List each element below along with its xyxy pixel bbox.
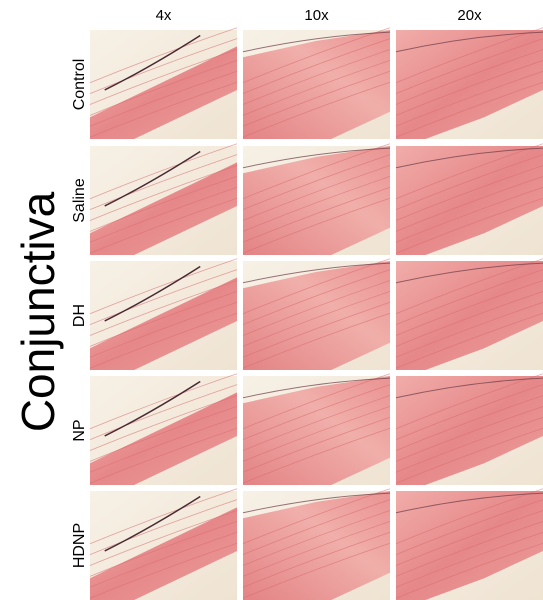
figure: Conjunctiva 4x 10x 20x Control Saline DH NP HDN… xyxy=(0,0,543,600)
micrograph xyxy=(243,489,390,600)
micrograph xyxy=(396,144,543,255)
row-label: NP xyxy=(71,419,88,441)
column-header: 20x xyxy=(457,7,482,24)
micrograph xyxy=(90,489,237,600)
micrograph xyxy=(396,374,543,485)
micrograph xyxy=(396,259,543,370)
micrograph xyxy=(396,489,543,600)
micrograph xyxy=(243,144,390,255)
figure-title: Conjunctiva xyxy=(12,191,64,432)
row-label: DH xyxy=(71,304,88,327)
column-header: 10x xyxy=(304,7,329,24)
row-label: Saline xyxy=(71,178,88,223)
row-label: HDNP xyxy=(71,523,88,568)
row-label: Control xyxy=(71,59,88,111)
micrograph xyxy=(243,374,390,485)
micrograph xyxy=(90,144,237,255)
micrograph xyxy=(90,259,237,370)
micrograph xyxy=(396,28,543,139)
micrograph xyxy=(243,259,390,370)
column-header: 4x xyxy=(156,7,172,24)
micrograph xyxy=(90,374,237,485)
micrograph xyxy=(90,28,237,139)
micrograph xyxy=(243,28,390,139)
